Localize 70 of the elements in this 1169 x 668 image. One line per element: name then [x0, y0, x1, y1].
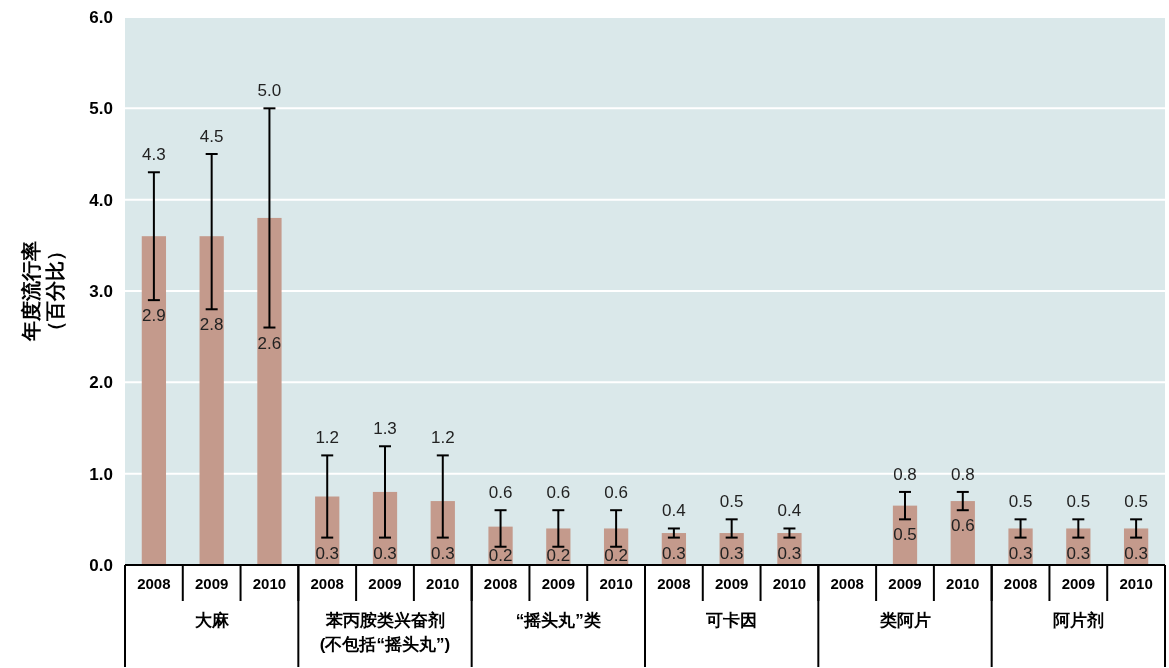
text: 阿片剂 — [1052, 611, 1104, 630]
x-tick-label: 2008 — [1003, 575, 1038, 592]
annotation: 0.3 — [430, 543, 455, 563]
x-tick-label: 2010 — [772, 575, 807, 592]
annotation: 1.3 — [373, 419, 397, 439]
text: 苯丙胺类兴奋剂(不包括“摇头丸”) — [319, 611, 451, 654]
x-tick-label: 2008 — [310, 575, 344, 592]
bar — [199, 236, 224, 565]
x-tick-label: 2010 — [599, 575, 633, 592]
text: 大麻 — [194, 611, 230, 630]
bar — [257, 217, 282, 565]
annotation: 5.0 — [257, 81, 282, 101]
y-tick-label: 3.0 — [89, 282, 113, 301]
text: “摇头丸”类 — [515, 611, 601, 630]
x-tick-label: 2008 — [483, 575, 518, 592]
x-tick-label: 2008 — [830, 575, 864, 592]
annotation: 0.8 — [950, 464, 975, 484]
annotation: 0.2 — [546, 546, 571, 565]
annotation: 0.5 — [893, 525, 917, 545]
annotation: 0.3 — [1124, 543, 1148, 563]
annotation: 0.6 — [546, 483, 571, 503]
annotation: 4.3 — [142, 145, 166, 165]
annotation: 4.5 — [199, 127, 224, 146]
x-tick-label: 2009 — [1061, 575, 1096, 592]
annotation: 0.5 — [1066, 492, 1091, 512]
annotation: 2.6 — [257, 333, 282, 353]
annotation: 1.2 — [430, 428, 455, 448]
annotation: 1.2 — [315, 428, 340, 448]
y-tick-label: 1.0 — [89, 464, 113, 484]
x-tick-label: 2008 — [657, 575, 691, 592]
x-tick-label: 2009 — [888, 575, 922, 592]
annotation: 0.5 — [719, 492, 744, 512]
annotation: 0.4 — [662, 501, 686, 521]
annotation: 0.3 — [719, 543, 744, 563]
y-tick-label: 4.0 — [89, 190, 113, 210]
x-tick-label: 2010 — [946, 575, 980, 592]
bar — [141, 236, 167, 565]
annotation: 0.6 — [488, 483, 513, 503]
x-tick-label: 2009 — [541, 575, 576, 592]
x-tick-label: 2010 — [1119, 575, 1153, 592]
annotation: 0.3 — [315, 543, 340, 563]
y-tick-label: 0.0 — [89, 556, 113, 575]
annotation: 0.3 — [1008, 543, 1033, 563]
annotation: 0.2 — [604, 546, 628, 565]
text: 可卡因 — [705, 611, 758, 630]
text: 类阿片 — [878, 611, 931, 630]
annotation: 2.9 — [142, 306, 166, 326]
x-tick-label: 2009 — [194, 575, 229, 592]
annotation: 0.3 — [777, 543, 802, 563]
y-axis-title: 年度流行率（百分比） — [20, 241, 66, 342]
annotation: 0.2 — [488, 546, 513, 565]
annotation: 0.3 — [373, 543, 397, 563]
bar — [950, 501, 975, 565]
annotation: 0.4 — [777, 501, 802, 521]
x-tick-label: 2009 — [368, 575, 402, 592]
x-tick-label: 2009 — [714, 575, 749, 592]
annotation: 0.5 — [1124, 492, 1148, 512]
annotation: 0.6 — [950, 516, 975, 536]
y-tick-label: 5.0 — [89, 99, 113, 119]
annotation: 2.8 — [199, 315, 224, 335]
x-tick-label: 2008 — [137, 575, 171, 592]
x-tick-label: 2010 — [426, 575, 460, 592]
annotation: 0.6 — [604, 483, 628, 503]
x-tick-label: 2010 — [252, 575, 287, 592]
annotation: 0.3 — [1066, 543, 1091, 563]
y-tick-label: 6.0 — [89, 8, 113, 27]
annotation: 0.3 — [662, 543, 686, 563]
annotation: 0.8 — [893, 464, 917, 484]
y-tick-label: 2.0 — [89, 373, 113, 393]
annotation: 0.5 — [1008, 492, 1033, 512]
